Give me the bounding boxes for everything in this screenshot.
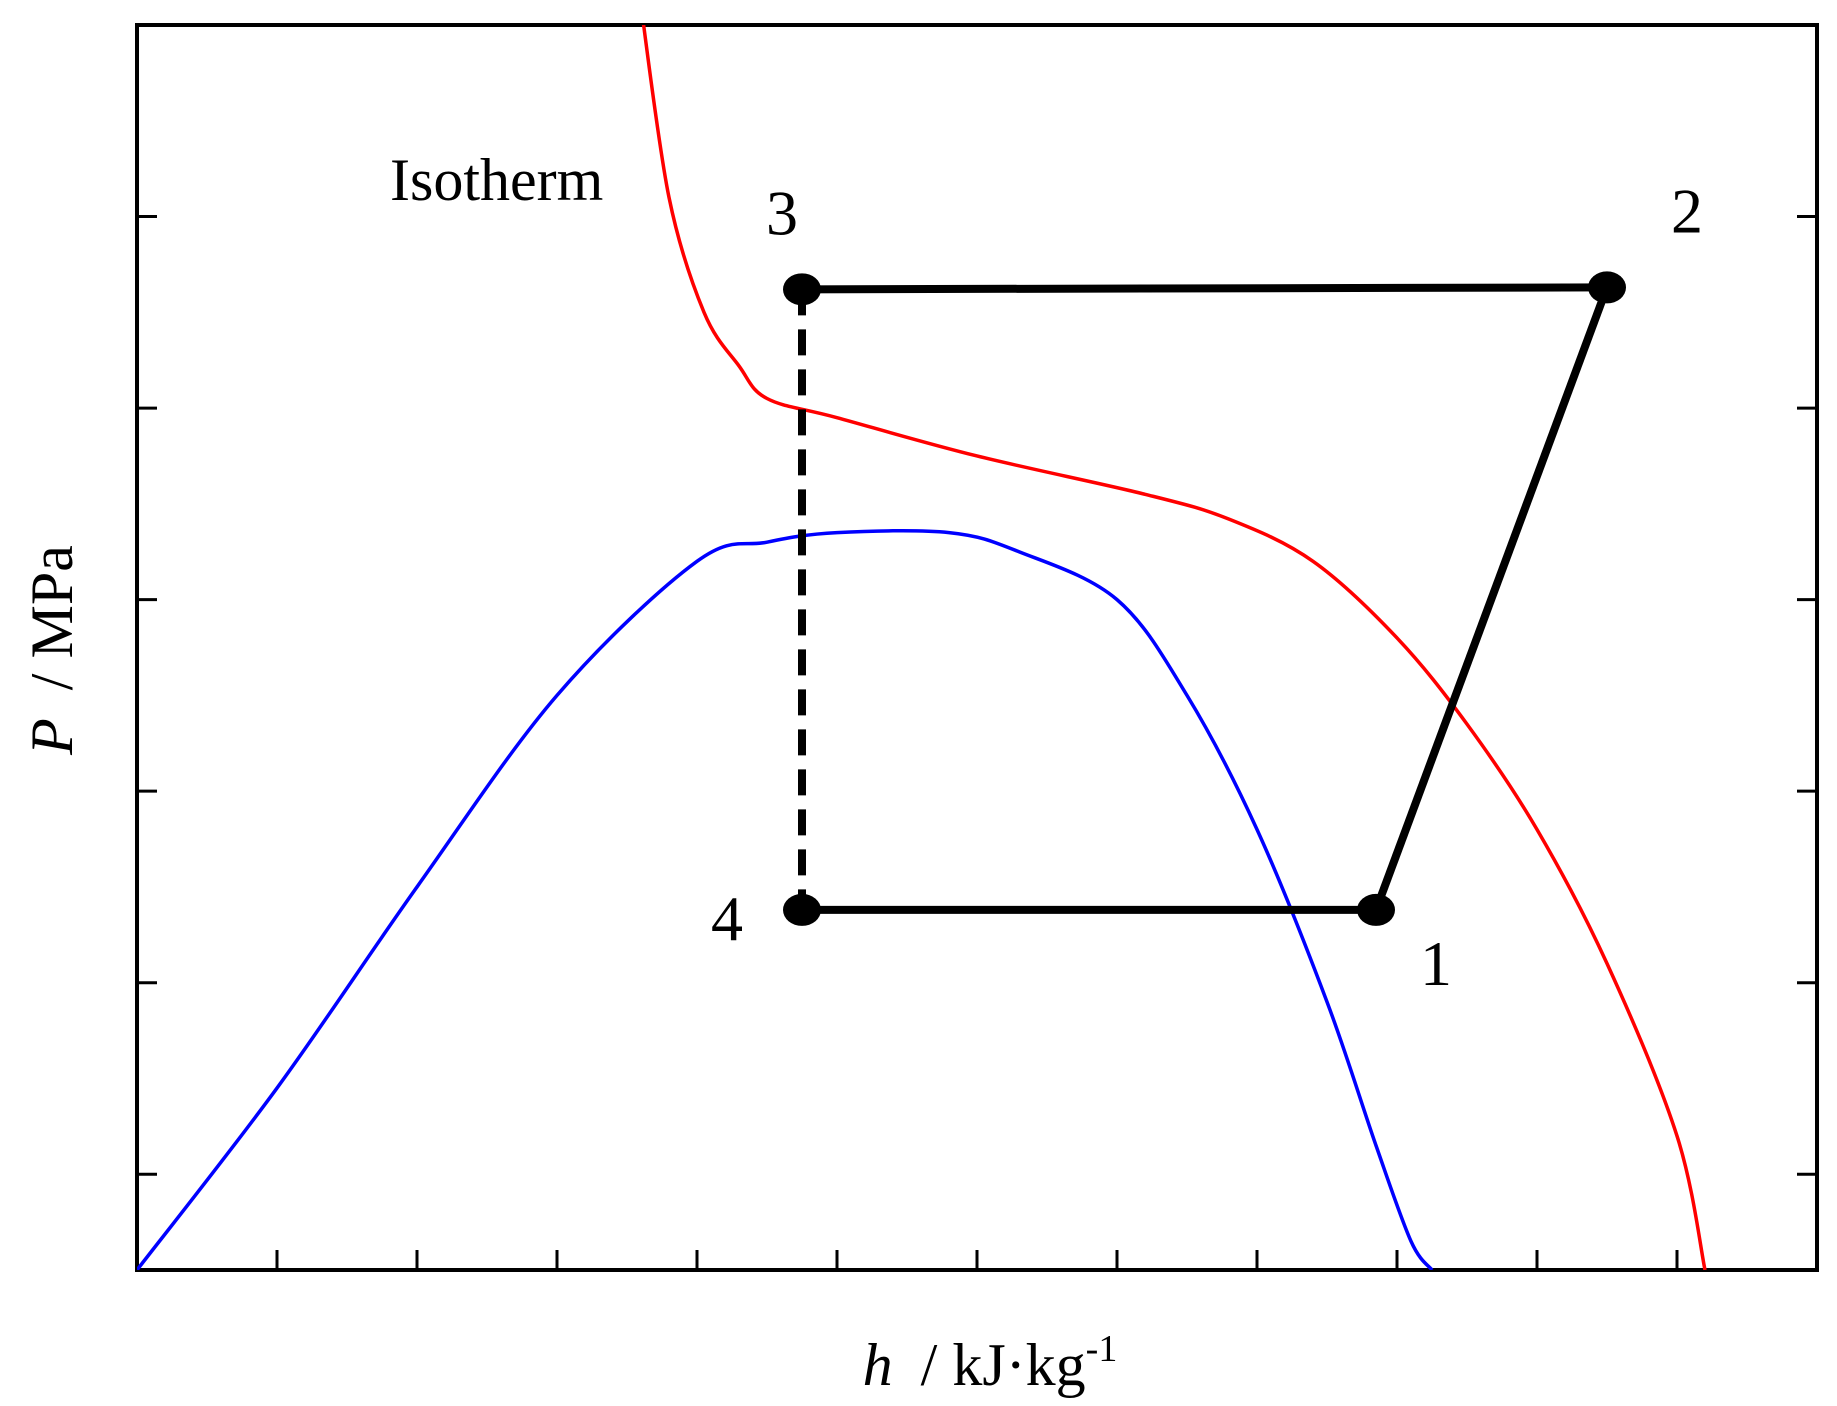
isotherm-curve xyxy=(641,25,1707,1270)
state-label-2: 2 xyxy=(1671,175,1703,246)
x-axis-label: h / kJ·kg-1 xyxy=(863,1328,1118,1398)
y-axis-unit: / MPa xyxy=(19,545,85,690)
cycle-segment-2-3 xyxy=(801,283,1608,294)
y-axis-label: P / MPa xyxy=(19,545,85,756)
plot-frame xyxy=(135,23,1819,1272)
cycle-group xyxy=(783,271,1626,926)
annotation-isotherm: Isotherm xyxy=(390,147,603,213)
cycle-segment-1-2 xyxy=(1372,286,1611,912)
x-axis-unit-exponent: -1 xyxy=(1086,1328,1118,1370)
x-axis-symbol: h xyxy=(863,1332,893,1398)
state-point-4 xyxy=(783,893,821,926)
y-axis-symbol: P xyxy=(19,718,85,756)
state-point-1 xyxy=(1357,893,1395,926)
state-label-1: 1 xyxy=(1420,928,1452,999)
state-point-2 xyxy=(1588,271,1626,304)
x-axis-unit: / kJ·kg xyxy=(921,1332,1086,1398)
label-group: 1 2 3 4 xyxy=(711,175,1703,999)
state-point-3 xyxy=(783,273,821,306)
series-group xyxy=(137,25,1707,1270)
state-label-3: 3 xyxy=(766,177,798,248)
axis-ticks xyxy=(137,215,1817,1270)
saturation-dome-curve xyxy=(137,528,1434,1270)
state-label-4: 4 xyxy=(711,883,743,954)
